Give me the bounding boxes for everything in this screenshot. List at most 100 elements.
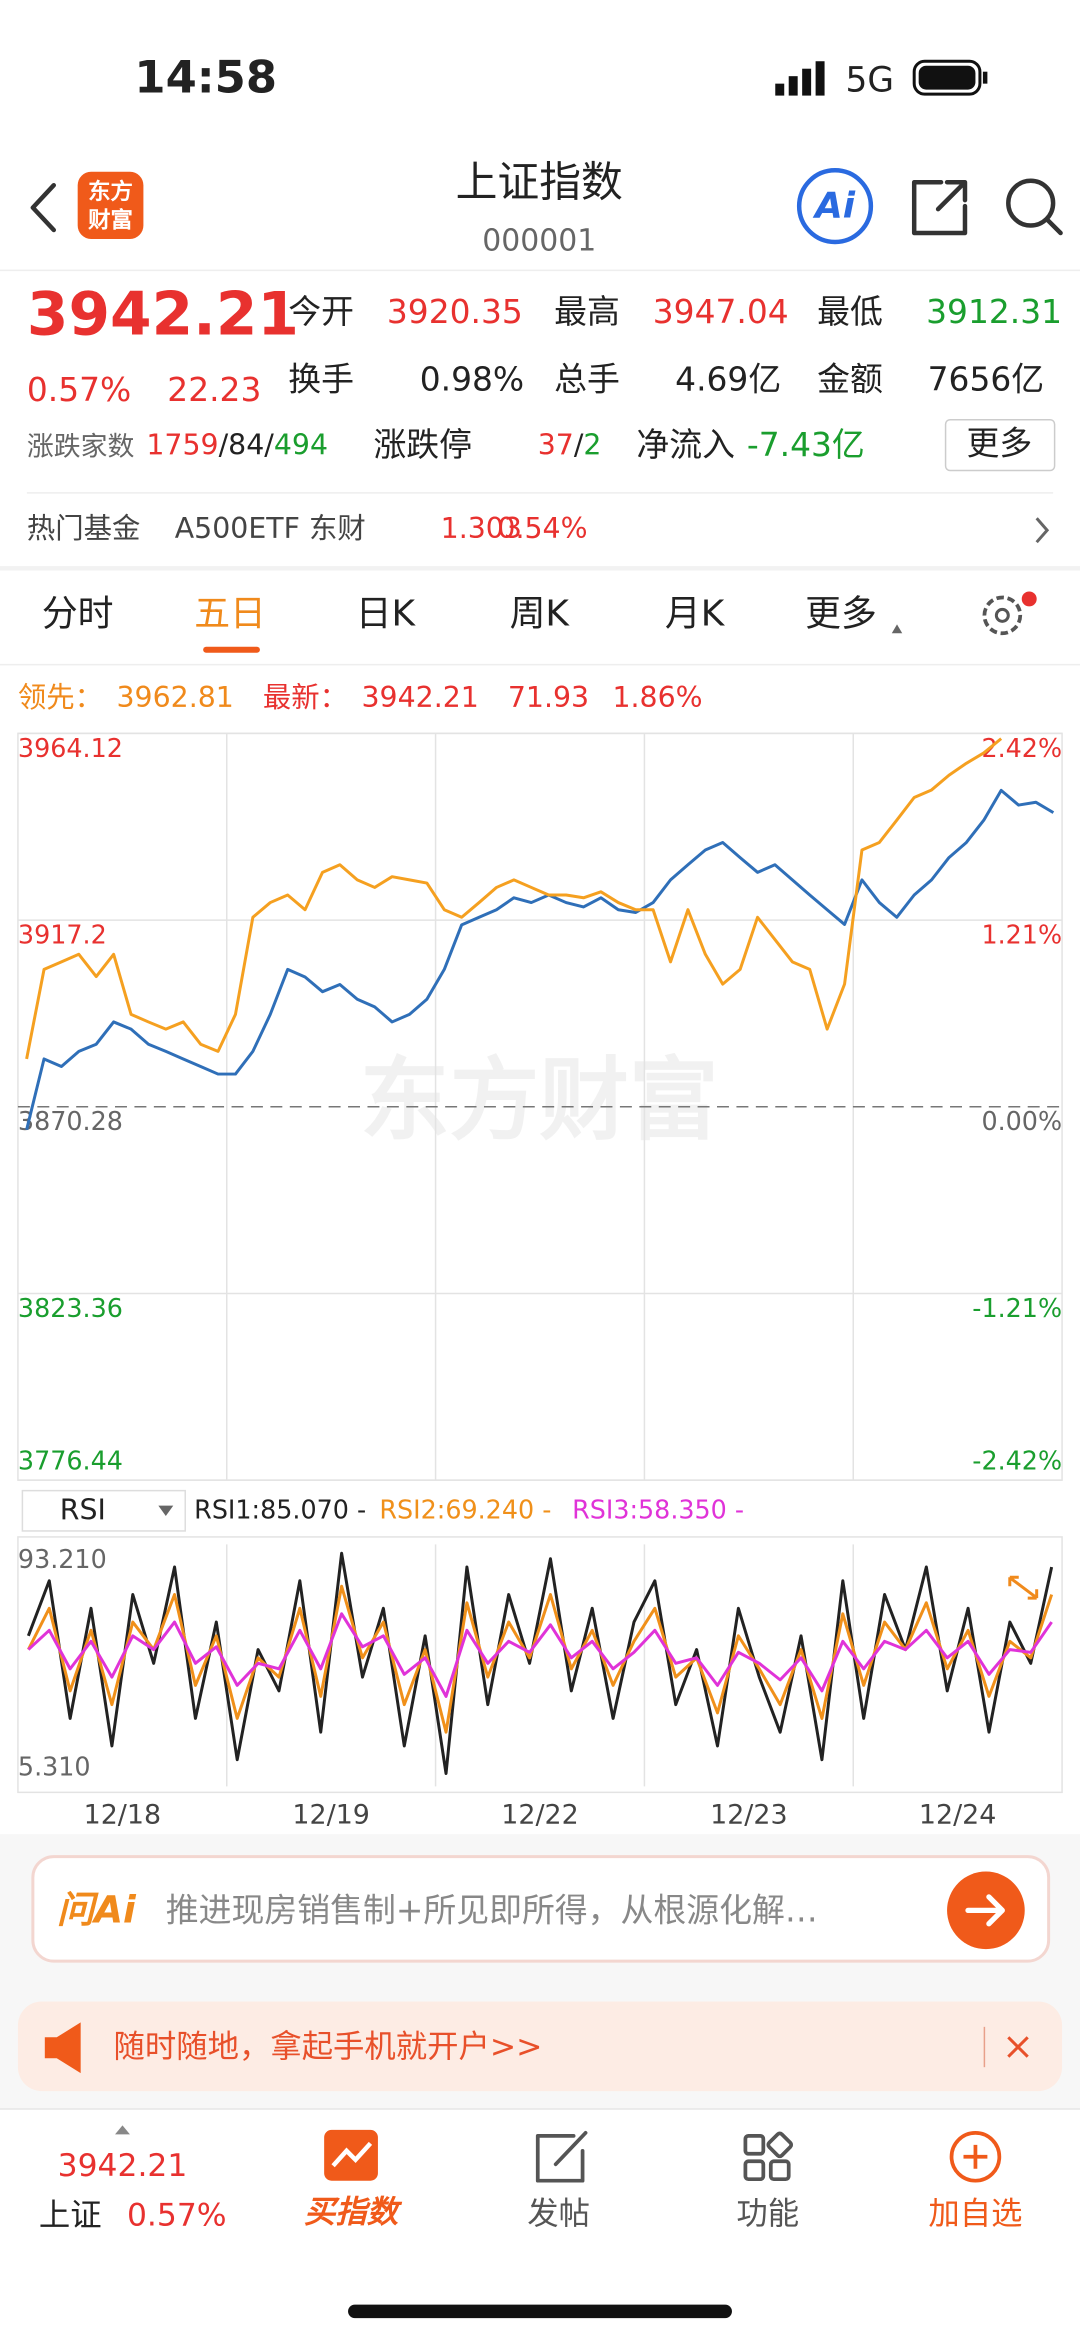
tab[interactable]: 日K bbox=[356, 593, 417, 634]
indicator-name: RSI bbox=[60, 1494, 106, 1527]
nav-item[interactable]: 功能 bbox=[736, 2196, 799, 2232]
field-value: 4.69亿 bbox=[675, 359, 781, 398]
y-tick-label: 3823.36 bbox=[18, 1293, 123, 1323]
change: 22.23 bbox=[167, 370, 261, 409]
megaphone-icon bbox=[44, 2022, 81, 2074]
tab-active[interactable]: 五日 bbox=[194, 593, 266, 634]
ask-ai-box[interactable] bbox=[31, 1855, 1051, 1963]
series-line bbox=[25, 737, 1003, 1060]
ai-button[interactable] bbox=[796, 168, 874, 245]
more-button[interactable] bbox=[944, 418, 1056, 472]
buy-icon-line bbox=[331, 2141, 373, 2168]
expand-button[interactable] bbox=[1008, 1575, 1039, 1600]
field-value: 7656亿 bbox=[928, 359, 1044, 398]
x-tick-label: 12/22 bbox=[501, 1800, 578, 1831]
add-icon bbox=[949, 2131, 1002, 2183]
leader-label: 领先： bbox=[18, 681, 103, 714]
tab[interactable]: 分时 bbox=[42, 593, 114, 634]
y2-tick-label: -2.42% bbox=[972, 1445, 1062, 1475]
breadth-flat: /84/ bbox=[219, 429, 275, 462]
field-value: 3947.04 bbox=[653, 292, 789, 331]
field-value: 3912.31 bbox=[926, 292, 1062, 331]
series-line bbox=[26, 1551, 1054, 1775]
y2-tick-label: 2.42% bbox=[981, 733, 1062, 763]
series-line bbox=[27, 1612, 1053, 1698]
settings-icon bbox=[994, 607, 1010, 623]
y-tick-label: 5.310 bbox=[18, 1751, 91, 1781]
latest-label: 最新： bbox=[263, 681, 348, 714]
field-label: 最低 bbox=[817, 292, 883, 331]
breadth-down: 494 bbox=[274, 429, 328, 462]
nav-item[interactable]: 买指数 bbox=[304, 2195, 403, 2231]
search-button[interactable] bbox=[1006, 178, 1063, 236]
tab[interactable]: 更多 bbox=[805, 593, 877, 634]
y2-tick-label: 0.00% bbox=[981, 1106, 1062, 1136]
legend-entry: RSI1:85.070 - bbox=[194, 1495, 366, 1525]
x-tick-label: 12/23 bbox=[710, 1800, 787, 1831]
tab[interactable]: 月K bbox=[665, 593, 726, 634]
y2-tick-label: 1.21% bbox=[981, 920, 1062, 950]
clock: 14:58 bbox=[134, 51, 277, 104]
logo-text: 东方 bbox=[88, 178, 133, 205]
watermark: 东方财富 bbox=[360, 1049, 718, 1153]
x-tick-label: 12/18 bbox=[84, 1800, 161, 1831]
bottom-nav bbox=[0, 2108, 1080, 2342]
dropdown-arrow bbox=[158, 1505, 174, 1517]
y-tick-label: 93.210 bbox=[18, 1544, 107, 1574]
breadth: 1759/84/494 bbox=[146, 429, 328, 462]
x-tick-label: 12/19 bbox=[292, 1800, 369, 1831]
battery-icon bbox=[912, 59, 988, 96]
fund-name[interactable]: A500ETF 东财 bbox=[175, 512, 366, 545]
back-button[interactable] bbox=[30, 182, 57, 233]
field-value: 0.98% bbox=[420, 359, 524, 398]
tab-underline bbox=[203, 646, 260, 653]
home-indicator bbox=[348, 2304, 732, 2319]
network: 5G bbox=[845, 61, 893, 101]
legend-entry: RSI2:69.240 - bbox=[379, 1495, 551, 1525]
banner[interactable] bbox=[17, 2001, 1063, 2092]
page-title: 上证指数 bbox=[456, 158, 623, 207]
field-label: 最高 bbox=[554, 292, 620, 331]
more-label: 更多 bbox=[966, 424, 1032, 463]
y2-tick-label: -1.21% bbox=[972, 1293, 1062, 1323]
chevron[interactable] bbox=[1035, 517, 1050, 544]
indicator-select[interactable] bbox=[21, 1489, 186, 1532]
field-label: 总手 bbox=[554, 359, 620, 398]
arrow-icon bbox=[965, 1894, 1005, 1927]
field-label: 金额 bbox=[817, 359, 883, 398]
logo-text: 财富 bbox=[88, 207, 133, 234]
change-pct: 0.57% bbox=[27, 370, 131, 409]
leader-value: 3962.81 bbox=[117, 681, 234, 714]
nav-price: 3942.21 bbox=[58, 2148, 188, 2184]
nav-item[interactable]: 发帖 bbox=[527, 2196, 590, 2232]
tab[interactable]: 周K bbox=[510, 593, 571, 634]
nav-item[interactable]: 加自选 bbox=[928, 2196, 1022, 2232]
field-value: 3920.35 bbox=[387, 292, 523, 331]
breadth-label: 涨跌家数 bbox=[27, 432, 135, 463]
ask-ai-label: 问Ai bbox=[57, 1887, 137, 1931]
plot-frame bbox=[17, 1536, 1063, 1794]
notification-dot bbox=[1021, 591, 1037, 607]
limit: 37/2 bbox=[538, 429, 602, 462]
banner-text: 随时随地，拿起手机就开户>> bbox=[114, 2029, 543, 2065]
latest-value: 3942.21 bbox=[361, 681, 478, 714]
fund-change: 0.54% bbox=[497, 512, 587, 545]
expand-arrow[interactable] bbox=[115, 2125, 130, 2135]
stock-code: 000001 bbox=[482, 223, 596, 258]
signal-icon bbox=[775, 61, 825, 96]
settings-button[interactable] bbox=[982, 595, 1023, 636]
banner-close[interactable] bbox=[1007, 2036, 1029, 2058]
dropdown-arrow bbox=[891, 624, 903, 634]
main-chart: 东方财富 3964.12 2.42% 3917.2 1.21% 3870.28 0.00%… bbox=[17, 732, 1063, 1481]
breadth-up: 1759 bbox=[146, 429, 218, 462]
fund-label: 热门基金 bbox=[27, 512, 141, 545]
series-line bbox=[25, 788, 1055, 1131]
nav-index-name: 上证 bbox=[39, 2198, 102, 2234]
share-button[interactable] bbox=[911, 179, 968, 236]
nav-change: 0.57% bbox=[127, 2198, 227, 2234]
inflow-label: 净流入 bbox=[636, 425, 735, 464]
latest-diff: 71.93 bbox=[508, 681, 589, 714]
ask-ai-text: 推进现房销售制+所见即所得，从根源化解… bbox=[166, 1890, 818, 1929]
